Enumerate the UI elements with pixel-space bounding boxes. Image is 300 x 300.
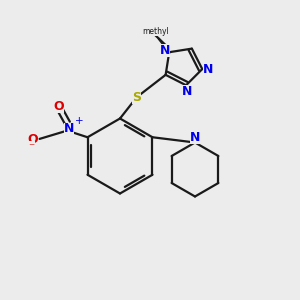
Text: N: N xyxy=(64,122,74,136)
Text: N: N xyxy=(182,85,193,98)
Text: ⁻: ⁻ xyxy=(28,141,34,154)
Text: O: O xyxy=(28,133,38,146)
Text: methyl: methyl xyxy=(142,27,169,36)
Text: N: N xyxy=(160,44,170,57)
Text: S: S xyxy=(132,91,141,104)
Text: N: N xyxy=(203,63,213,76)
Text: N: N xyxy=(190,130,200,144)
Text: +: + xyxy=(75,116,84,127)
Text: O: O xyxy=(53,100,64,113)
